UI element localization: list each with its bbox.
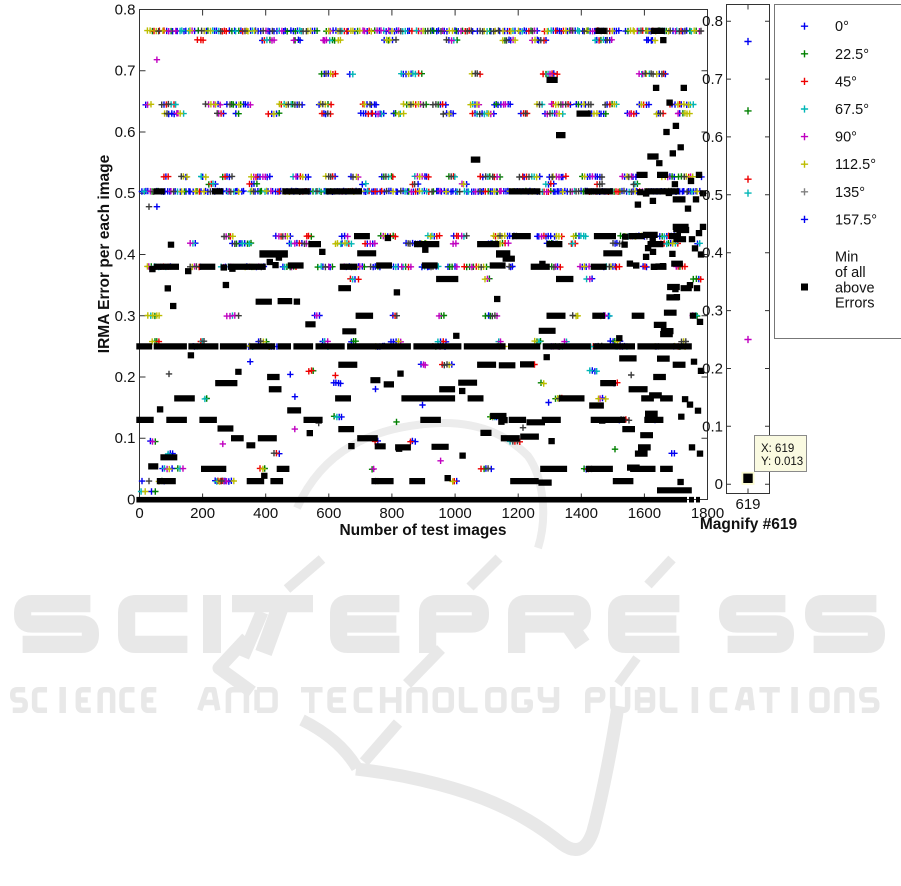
svg-text:0.4: 0.4: [702, 245, 723, 262]
svg-text:22.5°: 22.5°: [835, 47, 869, 63]
svg-text:0.6: 0.6: [702, 129, 723, 146]
svg-text:0: 0: [715, 476, 723, 493]
svg-text:1800: 1800: [691, 505, 724, 522]
svg-text:157.5°: 157.5°: [835, 212, 877, 228]
svg-text:1000: 1000: [438, 505, 471, 522]
svg-text:Y: 0.013: Y: 0.013: [761, 456, 803, 468]
svg-text:Number of test images: Number of test images: [339, 522, 506, 539]
svg-text:800: 800: [379, 505, 404, 522]
svg-text:0.7: 0.7: [115, 63, 136, 80]
svg-text:0.7: 0.7: [702, 71, 723, 88]
svg-text:67.5°: 67.5°: [835, 102, 869, 118]
svg-text:0: 0: [135, 505, 143, 522]
svg-text:0.2: 0.2: [115, 369, 136, 386]
svg-text:0.1: 0.1: [115, 430, 136, 447]
svg-text:0°: 0°: [835, 19, 849, 35]
svg-text:0: 0: [127, 492, 135, 509]
svg-text:0.1: 0.1: [702, 418, 723, 435]
svg-text:X: 619: X: 619: [761, 443, 794, 455]
svg-text:Min: Min: [835, 250, 858, 266]
svg-text:0.3: 0.3: [702, 303, 723, 320]
svg-text:IRMA Error per each image: IRMA Error per each image: [96, 154, 113, 353]
svg-text:0.6: 0.6: [115, 124, 136, 141]
svg-text:90°: 90°: [835, 130, 857, 146]
svg-text:of all: of all: [835, 265, 866, 281]
svg-text:45°: 45°: [835, 74, 857, 90]
svg-text:600: 600: [316, 505, 341, 522]
svg-text:above: above: [835, 280, 875, 296]
svg-text:0.5: 0.5: [702, 187, 723, 204]
svg-text:0.8: 0.8: [702, 13, 723, 30]
svg-text:0.8: 0.8: [115, 2, 136, 19]
svg-text:619: 619: [735, 496, 760, 513]
svg-text:Errors: Errors: [835, 296, 874, 312]
svg-text:112.5°: 112.5°: [835, 157, 876, 173]
svg-text:400: 400: [253, 505, 278, 522]
svg-text:0.4: 0.4: [115, 247, 136, 264]
svg-text:0.5: 0.5: [115, 185, 136, 202]
svg-text:0.2: 0.2: [702, 361, 723, 378]
svg-text:1600: 1600: [628, 505, 661, 522]
svg-text:1400: 1400: [565, 505, 598, 522]
svg-text:1200: 1200: [502, 505, 535, 522]
svg-text:135°: 135°: [835, 185, 865, 201]
svg-text:Magnify #619: Magnify #619: [700, 516, 798, 533]
svg-text:0.3: 0.3: [115, 308, 136, 325]
svg-text:200: 200: [190, 505, 215, 522]
